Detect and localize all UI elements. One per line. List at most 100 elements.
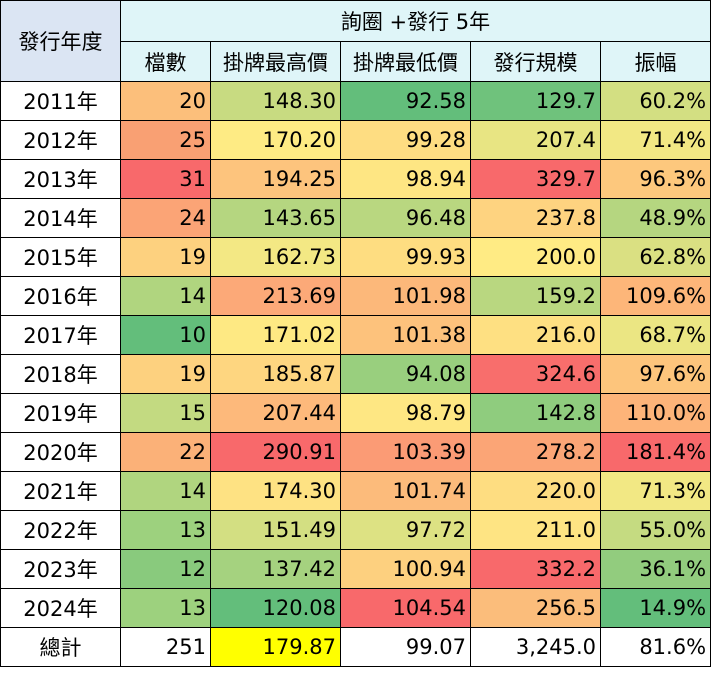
cell: 62.8% xyxy=(599,237,711,277)
cell: 60.2% xyxy=(599,81,711,121)
cell: 207.4 xyxy=(470,120,601,160)
cell: 96.48 xyxy=(340,198,471,238)
cell: 14.9% xyxy=(599,588,711,628)
table-row: 2015年 19 162.73 99.93 200.0 62.8% xyxy=(0,237,711,277)
cell: 101.98 xyxy=(340,276,471,316)
cell: 25 xyxy=(120,120,211,160)
row-label: 2017年 xyxy=(0,315,121,355)
cell: 96.3% xyxy=(599,159,711,199)
cell: 101.38 xyxy=(340,315,471,355)
row-label: 2021年 xyxy=(0,471,121,511)
cell: 185.87 xyxy=(210,354,341,394)
group-title: 詢圈 +發行 5年 xyxy=(119,0,711,42)
cell: 251 xyxy=(120,627,211,667)
header-row: 發行年度 詢圈 +發行 5年 xyxy=(0,0,711,82)
cell: 104.54 xyxy=(340,588,471,628)
cell: 148.30 xyxy=(210,81,341,121)
row-label: 2016年 xyxy=(0,276,121,316)
cell: 137.42 xyxy=(210,549,341,589)
table-row: 2023年 12 137.42 100.94 332.2 36.1% xyxy=(0,549,711,589)
cell: 20 xyxy=(120,81,211,121)
cell: 14 xyxy=(120,276,211,316)
column-header: 檔數 xyxy=(120,41,211,82)
table-row: 2018年 19 185.87 94.08 324.6 97.6% xyxy=(0,354,711,394)
cell: 22 xyxy=(120,432,211,472)
cell: 13 xyxy=(120,588,211,628)
cell: 162.73 xyxy=(210,237,341,277)
table-row: 2013年 31 194.25 98.94 329.7 96.3% xyxy=(0,159,711,199)
cell: 97.6% xyxy=(599,354,711,394)
cell: 68.7% xyxy=(599,315,711,355)
cell: 15 xyxy=(120,393,211,433)
cell: 211.0 xyxy=(470,510,601,550)
cell: 98.79 xyxy=(340,393,471,433)
table-header: 發行年度 詢圈 +發行 5年 檔數 掛牌最高價 掛牌最低價 發行規模 振幅 xyxy=(0,0,711,82)
table-body: 2011年 20 148.30 92.58 129.7 60.2% 2012年 25 170.2… xyxy=(0,81,711,667)
cell: 81.6% xyxy=(599,627,711,667)
table-row: 2019年 15 207.44 98.79 142.8 110.0% xyxy=(0,393,711,433)
cell: 290.91 xyxy=(210,432,341,472)
cell: 12 xyxy=(120,549,211,589)
table-row: 2017年 10 171.02 101.38 216.0 68.7% xyxy=(0,315,711,355)
cell: 99.93 xyxy=(340,237,471,277)
cell: 71.4% xyxy=(599,120,711,160)
table-row: 2022年 13 151.49 97.72 211.0 55.0% xyxy=(0,510,711,550)
cell: 237.8 xyxy=(470,198,601,238)
cell: 110.0% xyxy=(599,393,711,433)
column-header: 振幅 xyxy=(599,41,711,82)
column-header: 掛牌最高價 xyxy=(210,41,341,82)
table-row: 2024年 13 120.08 104.54 256.5 14.9% xyxy=(0,588,711,628)
cell: 207.44 xyxy=(210,393,341,433)
cell: 55.0% xyxy=(599,510,711,550)
cell: 120.08 xyxy=(210,588,341,628)
cell: 100.94 xyxy=(340,549,471,589)
row-label: 2023年 xyxy=(0,549,121,589)
group-label: 發行年度 xyxy=(0,0,121,82)
cell: 181.4% xyxy=(599,432,711,472)
table-row: 2020年 22 290.91 103.39 278.2 181.4% xyxy=(0,432,711,472)
cell: 13 xyxy=(120,510,211,550)
data-table: 發行年度 詢圈 +發行 5年 檔數 掛牌最高價 掛牌最低價 發行規模 振幅 2011年 2… xyxy=(0,0,711,667)
cell: 24 xyxy=(120,198,211,238)
table-row: 2021年 14 174.30 101.74 220.0 71.3% xyxy=(0,471,711,511)
cell: 10 xyxy=(120,315,211,355)
cell: 94.08 xyxy=(340,354,471,394)
cell: 97.72 xyxy=(340,510,471,550)
row-label: 總計 xyxy=(0,627,121,667)
row-label: 2022年 xyxy=(0,510,121,550)
cell: 332.2 xyxy=(470,549,601,589)
cell: 19 xyxy=(120,237,211,277)
cell: 99.28 xyxy=(340,120,471,160)
cell: 71.3% xyxy=(599,471,711,511)
cell: 256.5 xyxy=(470,588,601,628)
column-header: 掛牌最低價 xyxy=(340,41,471,82)
cell: 170.20 xyxy=(210,120,341,160)
cell: 179.87 xyxy=(210,627,341,667)
row-label: 2024年 xyxy=(0,588,121,628)
cell: 200.0 xyxy=(470,237,601,277)
cell: 159.2 xyxy=(470,276,601,316)
table-row: 2016年 14 213.69 101.98 159.2 109.6% xyxy=(0,276,711,316)
cell: 19 xyxy=(120,354,211,394)
cell: 129.7 xyxy=(470,81,601,121)
cell: 3,245.0 xyxy=(470,627,601,667)
column-header: 發行規模 xyxy=(470,41,601,82)
cell: 216.0 xyxy=(470,315,601,355)
cell: 220.0 xyxy=(470,471,601,511)
row-label: 2018年 xyxy=(0,354,121,394)
cell: 142.8 xyxy=(470,393,601,433)
cell: 194.25 xyxy=(210,159,341,199)
cell: 143.65 xyxy=(210,198,341,238)
cell: 92.58 xyxy=(340,81,471,121)
cell: 98.94 xyxy=(340,159,471,199)
row-label: 2013年 xyxy=(0,159,121,199)
cell: 329.7 xyxy=(470,159,601,199)
row-label: 2015年 xyxy=(0,237,121,277)
row-label: 2012年 xyxy=(0,120,121,160)
table-row: 2011年 20 148.30 92.58 129.7 60.2% xyxy=(0,81,711,121)
table-row: 2012年 25 170.20 99.28 207.4 71.4% xyxy=(0,120,711,160)
table-row: 總計 251 179.87 99.07 3,245.0 81.6% xyxy=(0,627,711,667)
header-row: 檔數 掛牌最高價 掛牌最低價 發行規模 振幅 xyxy=(1,41,711,82)
cell: 103.39 xyxy=(340,432,471,472)
